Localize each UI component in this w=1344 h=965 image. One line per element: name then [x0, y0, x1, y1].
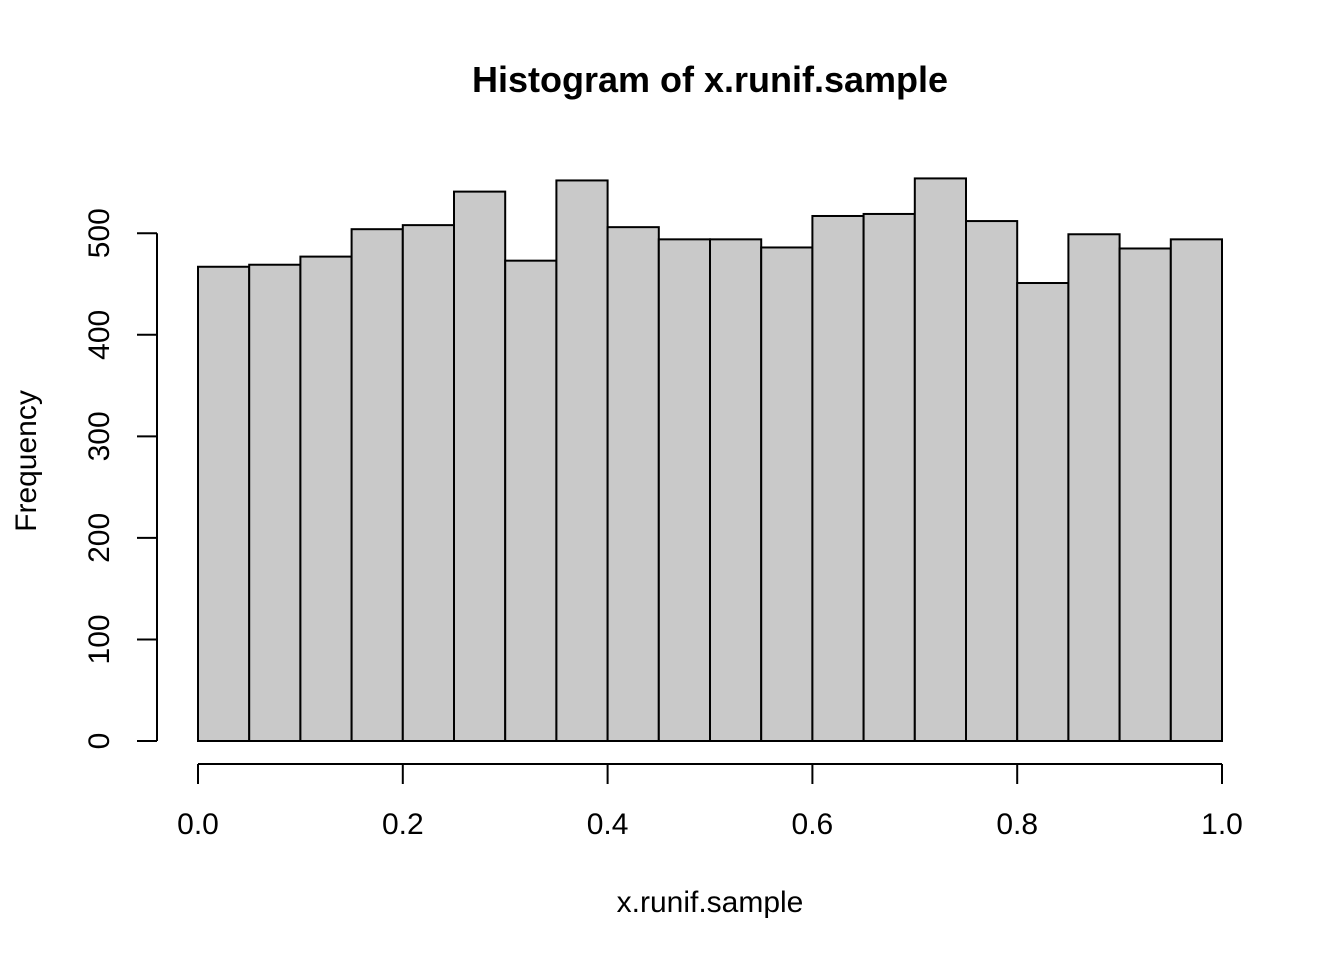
x-axis-label: x.runif.sample: [617, 886, 804, 919]
histogram-bar: [453, 190, 507, 742]
x-tick-label: 0.0: [177, 808, 219, 841]
x-tick-label: 0.2: [382, 808, 424, 841]
histogram-bar: [248, 263, 302, 742]
x-tick-label: 0.8: [996, 808, 1038, 841]
y-axis-label: Frequency: [10, 390, 43, 532]
histogram-bar: [1169, 238, 1224, 743]
x-axis: 0.0 0.2 0.4 0.6 0.8 1.0: [177, 763, 1243, 841]
histogram-bar: [555, 179, 609, 743]
histogram-bar: [760, 246, 814, 742]
histogram-bar: [862, 212, 916, 742]
y-tick-label: 100: [83, 614, 116, 664]
histogram-bar: [811, 214, 865, 742]
y-tick-label: 0: [83, 733, 116, 750]
y-tick-label: 400: [83, 310, 116, 360]
histogram-bar: [504, 259, 558, 742]
x-tick-label: 1.0: [1201, 808, 1243, 841]
histogram-bar: [401, 224, 455, 743]
x-tick-label: 0.6: [792, 808, 834, 841]
histogram-bar: [709, 238, 763, 743]
histogram-bar: [350, 228, 404, 743]
x-tick-label: 0.4: [587, 808, 629, 841]
histogram-bar: [913, 177, 967, 742]
histogram-bar: [1118, 247, 1172, 742]
y-tick-label: 200: [83, 513, 116, 563]
histogram-bar: [606, 226, 660, 743]
y-tick-label: 500: [83, 208, 116, 258]
histogram-bar: [299, 255, 353, 742]
histogram-bar: [197, 265, 251, 742]
bars-group: [197, 177, 1224, 743]
histogram-bar: [1067, 233, 1121, 742]
histogram-bar: [657, 238, 711, 743]
y-axis: 0 100 200 300 400 500: [83, 208, 158, 750]
histogram-bar: [1016, 282, 1070, 742]
chart-title: Histogram of x.runif.sample: [472, 59, 948, 100]
y-tick-label: 300: [83, 411, 116, 461]
histogram-bar: [965, 220, 1019, 742]
